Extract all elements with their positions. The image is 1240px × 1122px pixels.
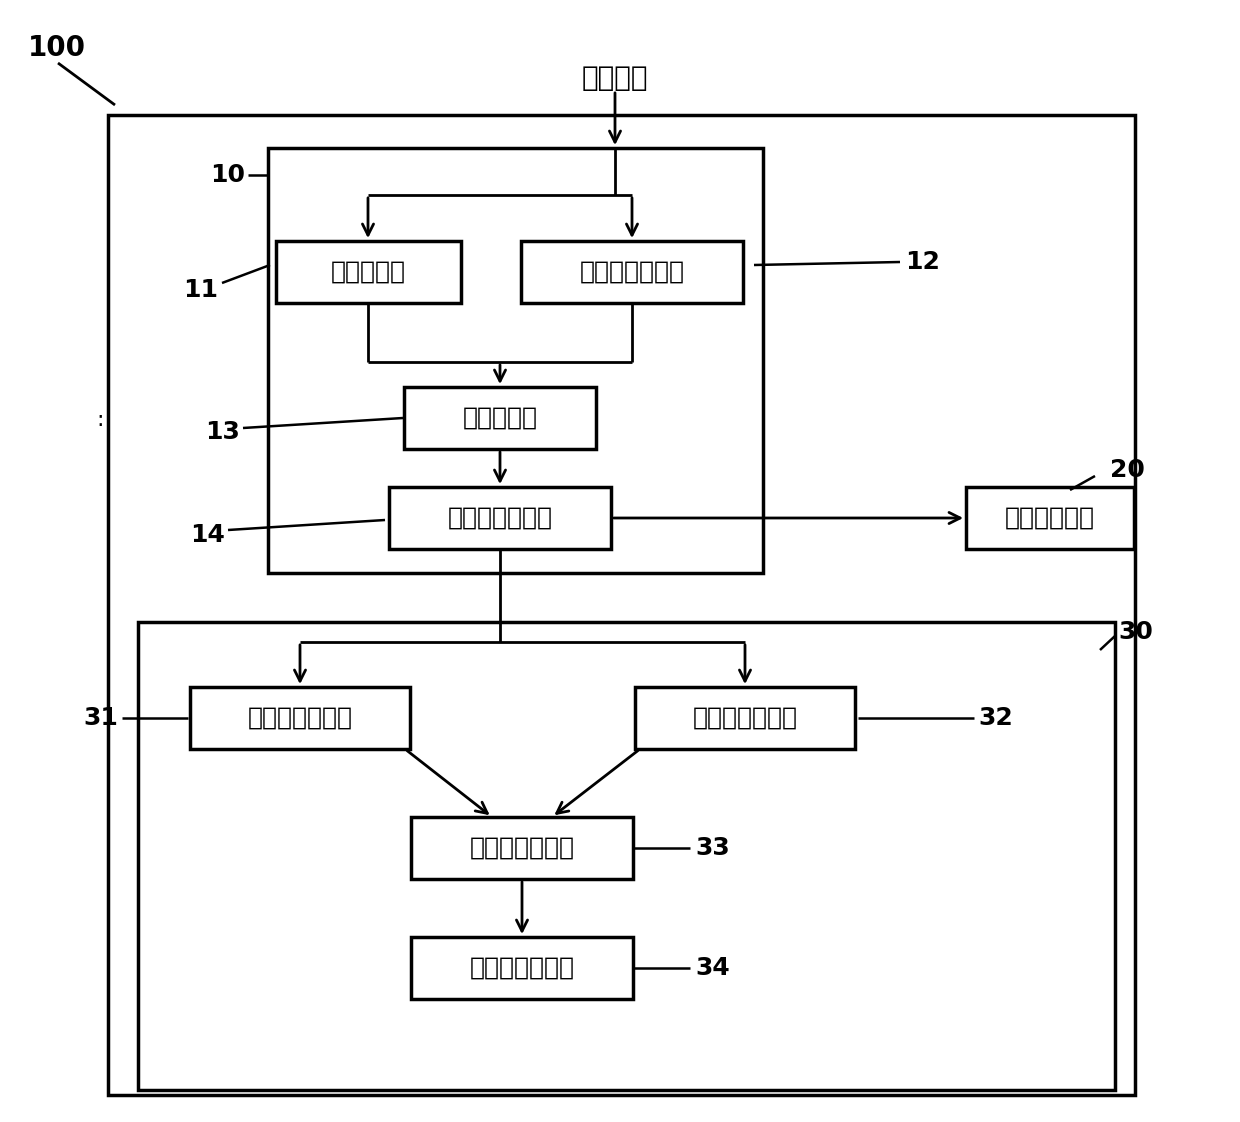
Text: 评价输出显示器: 评价输出显示器 (470, 956, 574, 980)
Text: 10: 10 (210, 163, 246, 187)
Text: 11: 11 (184, 278, 218, 302)
Text: 动力电池: 动力电池 (582, 64, 649, 92)
Text: 30: 30 (1118, 620, 1153, 644)
Text: 20: 20 (1110, 458, 1145, 482)
Text: 数据储存模块: 数据储存模块 (1004, 506, 1095, 530)
Text: 31: 31 (83, 706, 118, 730)
Text: 数据接收传输器: 数据接收传输器 (448, 506, 553, 530)
Text: 第一数据处理器: 第一数据处理器 (248, 706, 352, 730)
Bar (635, 687, 856, 749)
Bar (268, 148, 763, 573)
Text: :: : (97, 410, 104, 430)
Bar (389, 487, 611, 549)
Bar (410, 817, 632, 879)
Bar (966, 487, 1135, 549)
Bar (275, 241, 460, 303)
Bar (404, 387, 596, 449)
Text: 13: 13 (205, 420, 241, 444)
Text: 100: 100 (29, 34, 86, 62)
Text: 14: 14 (190, 523, 224, 548)
Text: 蓝牙发射器: 蓝牙发射器 (463, 406, 537, 430)
Bar (138, 622, 1115, 1089)
Text: 12: 12 (905, 250, 940, 274)
Text: 33: 33 (694, 836, 730, 859)
Text: 第二数据处理器: 第二数据处理器 (692, 706, 797, 730)
Text: 热流密度传感器: 热流密度传感器 (579, 260, 684, 284)
Text: 综合数据处理器: 综合数据处理器 (470, 836, 574, 859)
Bar (410, 937, 632, 999)
Text: 32: 32 (978, 706, 1013, 730)
Bar (521, 241, 743, 303)
Text: 34: 34 (694, 956, 730, 980)
Bar (108, 114, 1135, 1095)
Text: 温度传感器: 温度传感器 (331, 260, 405, 284)
Bar (190, 687, 410, 749)
